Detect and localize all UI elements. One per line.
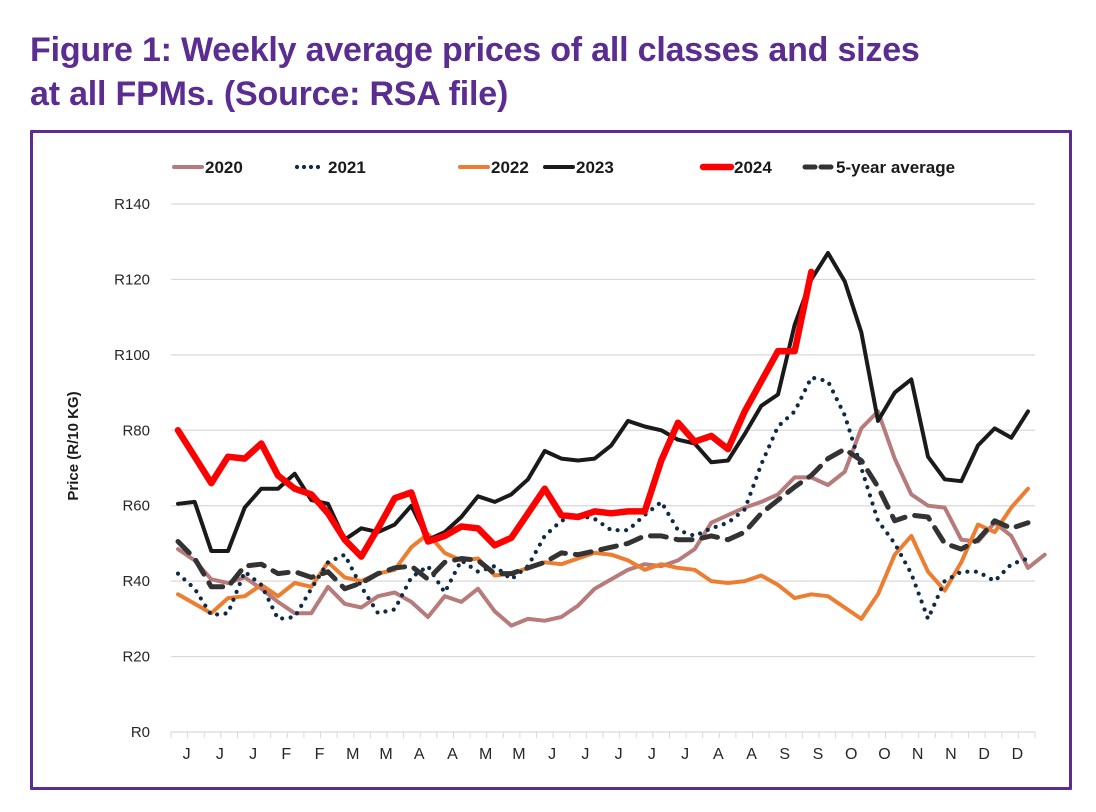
- x-tick-label: J: [548, 746, 556, 763]
- x-tick-label: A: [414, 746, 425, 763]
- x-tick-label: D: [1012, 746, 1024, 763]
- y-tick-label: R40: [122, 573, 150, 590]
- legend-item-2021: 2021: [294, 158, 366, 177]
- legend-label: 2020: [205, 158, 243, 177]
- x-tick-label: S: [779, 746, 790, 763]
- series-line-2021: [175, 375, 1031, 622]
- legend-label: 2024: [734, 158, 772, 177]
- x-tick-label: A: [746, 746, 757, 763]
- series-line-2024: [174, 268, 815, 560]
- x-tick-label: D: [978, 746, 990, 763]
- x-tick-label: A: [713, 746, 724, 763]
- legend-item-2024: 2024: [699, 158, 772, 177]
- y-axis-title: Price (R/10 KG): [65, 391, 82, 500]
- legend-item-5-year-average: 5-year average: [802, 158, 955, 177]
- figure-title: Figure 1: Weekly average prices of all c…: [30, 28, 1080, 116]
- legend-item-2020: 2020: [172, 158, 243, 177]
- x-tick-label: J: [249, 746, 257, 763]
- figure-title-line-1: Figure 1: Weekly average prices of all c…: [30, 31, 920, 69]
- figure-title-line-2: at all FPMs. (Source: RSA file): [30, 75, 509, 113]
- x-tick-label: A: [447, 746, 458, 763]
- x-tick-label: M: [379, 746, 392, 763]
- y-tick-label: R0: [131, 724, 150, 741]
- legend-item-2023: 2023: [543, 158, 614, 177]
- x-tick-label: F: [281, 746, 291, 763]
- y-tick-label: R20: [122, 649, 150, 666]
- y-axis-tick-labels: R0 R20 R40 R60 R80 R100 R120 R140: [114, 196, 150, 741]
- chart-frame: [30, 130, 1072, 790]
- gridlines: [171, 203, 1035, 658]
- y-tick-label: R60: [122, 498, 150, 515]
- x-tick-label: M: [346, 746, 359, 763]
- legend-label: 5-year average: [836, 158, 955, 177]
- x-tick-label: J: [648, 746, 656, 763]
- legend-label: 2021: [328, 158, 366, 177]
- legend: 2020 2021 2022 2023 2024 5-year average: [172, 158, 955, 177]
- series-line-2022: [176, 486, 1030, 621]
- x-tick-label: S: [813, 746, 824, 763]
- x-tick-label: O: [845, 746, 857, 763]
- x-tick-label: M: [479, 746, 492, 763]
- x-tick-label: N: [945, 746, 957, 763]
- y-tick-label: R80: [122, 422, 150, 439]
- series-line-2020: [176, 409, 1047, 628]
- y-tick-label: R100: [114, 347, 150, 364]
- x-tick-label: J: [615, 746, 623, 763]
- legend-item-2022: 2022: [458, 158, 529, 177]
- legend-label: 2022: [491, 158, 529, 177]
- x-tick-label: M: [512, 746, 525, 763]
- y-tick-label: R120: [114, 271, 150, 288]
- series-lines: [174, 251, 1047, 628]
- x-tick-label: F: [315, 746, 325, 763]
- legend-label: 2023: [576, 158, 614, 177]
- x-tick-label: O: [878, 746, 890, 763]
- x-tick-label: N: [912, 746, 924, 763]
- series-line-5-year-average: [175, 446, 1031, 592]
- x-tick-label: J: [183, 746, 191, 763]
- x-tick-label: J: [681, 746, 689, 763]
- y-tick-label: R140: [114, 196, 150, 213]
- x-tick-label: J: [581, 746, 589, 763]
- x-tick-label: J: [216, 746, 224, 763]
